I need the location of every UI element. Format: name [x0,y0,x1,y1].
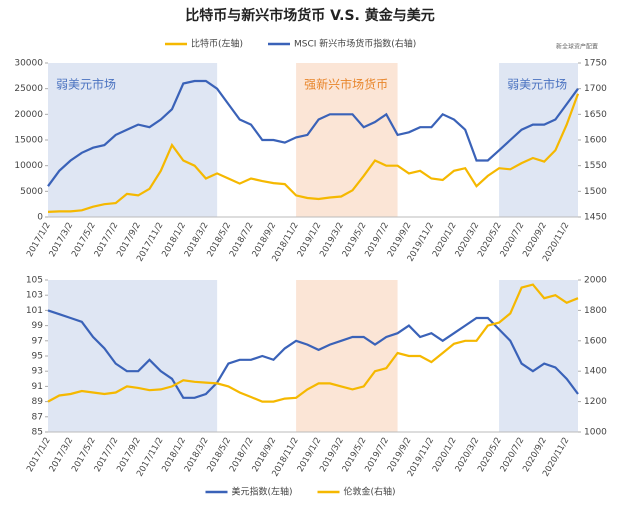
series-line [47,79,579,187]
y2-tick-label: 1550 [584,161,607,171]
series-line [47,93,580,213]
source-note: 新全球资产配置 [556,43,598,51]
region-label: 弱美元市场 [56,77,116,92]
region-label: 强新兴市场货币 [304,77,388,92]
y2-tick-label: 1450 [584,213,607,223]
y-tick-label: 25000 [14,84,43,94]
y-tick-label: 20000 [14,110,43,120]
y2-tick-label: 1500 [584,187,607,197]
shaded-region [296,280,398,432]
shaded-region [499,63,578,217]
y-tick-label: 89 [32,397,44,407]
y-tick-label: 99 [32,321,44,331]
y2-tick-label: 2000 [584,276,607,286]
y-tick-label: 101 [26,306,43,316]
y2-tick-label: 1600 [584,336,607,346]
y-tick-label: 93 [32,367,43,377]
y2-tick-label: 1000 [584,428,607,438]
legend-label: 比特币(左轴) [191,38,243,50]
y-tick-label: 87 [32,412,43,422]
y-tick-label: 30000 [14,59,43,69]
y-tick-label: 91 [32,382,43,392]
legend-label: MSCI 新兴市场货币指数(右轴) [294,38,416,50]
y2-tick-label: 1200 [584,397,607,407]
region-label: 弱美元市场 [507,77,567,92]
y2-tick-label: 1600 [584,136,607,146]
y2-tick-label: 1650 [584,110,607,120]
y2-tick-label: 1750 [584,59,607,69]
y-tick-label: 97 [32,336,43,346]
y-tick-label: 105 [26,276,43,286]
y-tick-label: 103 [26,291,43,301]
y2-tick-label: 1800 [584,306,607,316]
shaded-region [499,280,578,432]
series-line [47,283,579,403]
y-tick-label: 10000 [14,161,43,171]
y-tick-label: 5000 [20,187,43,197]
y-tick-label: 15000 [14,136,43,146]
y-tick-label: 95 [32,352,43,362]
shaded-region [48,280,218,432]
chart-title: 比特币与新兴市场货币 V.S. 黄金与美元 [185,7,435,24]
series-line [47,309,579,399]
legend-label: 美元指数(左轴) [232,486,293,498]
y-tick-label: 0 [37,213,43,223]
shaded-region [48,63,218,217]
shaded-region [296,63,398,217]
y2-tick-label: 1400 [584,367,607,377]
y-tick-label: 85 [32,428,43,438]
legend-label: 伦敦金(右轴) [344,486,396,498]
y2-tick-label: 1700 [584,84,607,94]
